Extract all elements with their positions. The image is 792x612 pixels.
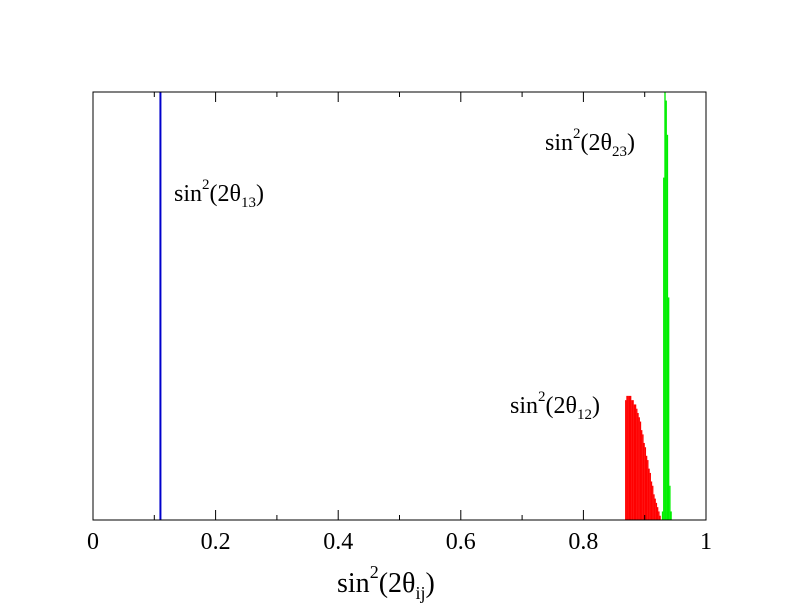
theta23-bar [665, 100, 667, 520]
label-theta13-sup: 2 [202, 177, 210, 193]
theta12-bar [652, 485, 654, 520]
x-tick-label: 0 [87, 529, 99, 555]
x-axis-title-sup: 2 [370, 562, 379, 582]
theta12-bar [631, 400, 633, 520]
label-theta12-sub: 12 [577, 407, 592, 423]
theta23-bar [664, 92, 666, 520]
theta12-bar [636, 408, 638, 520]
x-axis-ticks [92, 92, 707, 520]
theta12-bar [658, 511, 660, 520]
x-tick-label: 0.2 [201, 529, 231, 555]
label-theta23-base: sin [545, 130, 573, 156]
theta12-bar [643, 442, 645, 520]
x-axis-title-end: ) [425, 568, 434, 599]
x-axis-title: sin2(2θij) [337, 562, 435, 603]
theta12-bar [655, 502, 658, 520]
label-theta12-base: sin [510, 393, 538, 419]
x-tick-label: 0.6 [446, 529, 476, 555]
theta12-bar [645, 455, 648, 520]
theta23-bar [667, 297, 670, 520]
theta12-bar [639, 421, 642, 520]
theta12-bar [654, 498, 656, 520]
theta12-bar [632, 400, 634, 520]
label-theta13-sub: 13 [241, 195, 256, 211]
theta12-bar [637, 413, 639, 520]
x-axis-tick-labels: 0 0.2 0.4 0.6 0.8 1 [87, 529, 712, 555]
theta12-bar [648, 468, 650, 520]
theta12-bar [629, 395, 632, 520]
theta12-bar [653, 494, 655, 520]
label-theta23-sub: 23 [612, 144, 627, 160]
series-theta12-histogram [625, 395, 661, 520]
theta12-bar [649, 472, 651, 520]
x-axis-title-sub: ij [415, 583, 425, 603]
theta12-bar [656, 507, 659, 520]
theta12-bar [627, 395, 629, 520]
theta23-bar [670, 511, 672, 520]
label-theta12-mid: (2θ [546, 393, 578, 419]
theta12-bar [650, 481, 653, 520]
series-theta23-histogram [661, 92, 672, 521]
theta12-bar [642, 434, 644, 520]
label-theta23-sup: 2 [573, 126, 581, 142]
theta12-bar [633, 404, 636, 520]
theta12-bar [659, 515, 661, 520]
theta12-bar [628, 395, 631, 520]
label-theta12-sup: 2 [538, 389, 546, 405]
x-axis-title-mid: (2θ [379, 568, 416, 599]
label-theta13: sin2(2θ13) [174, 177, 264, 211]
label-theta23-end: ) [627, 130, 635, 156]
theta12-bar [647, 460, 649, 520]
x-tick-label: 0.8 [568, 529, 598, 555]
label-theta13-base: sin [174, 181, 202, 207]
label-theta23: sin2(2θ23) [545, 126, 635, 160]
theta23-bar [666, 134, 669, 521]
label-theta12-end: ) [592, 393, 600, 419]
label-theta13-end: ) [256, 181, 264, 207]
label-theta12: sin2(2θ12) [510, 389, 600, 423]
theta12-bar [634, 404, 637, 520]
theta12-bar [626, 395, 628, 520]
theta23-bar [661, 511, 664, 520]
theta12-bar [644, 447, 647, 520]
label-theta13-mid: (2θ [210, 181, 242, 207]
theta12-bar [625, 400, 627, 520]
x-tick-label: 1 [700, 529, 712, 555]
x-tick-label: 0.4 [323, 529, 353, 555]
theta23-bar [669, 485, 671, 520]
theta12-bar [641, 430, 643, 520]
label-theta23-mid: (2θ [581, 130, 613, 156]
theta23-bar [663, 177, 665, 520]
theta12-bar [638, 417, 640, 520]
x-axis-title-base: sin [337, 568, 370, 599]
